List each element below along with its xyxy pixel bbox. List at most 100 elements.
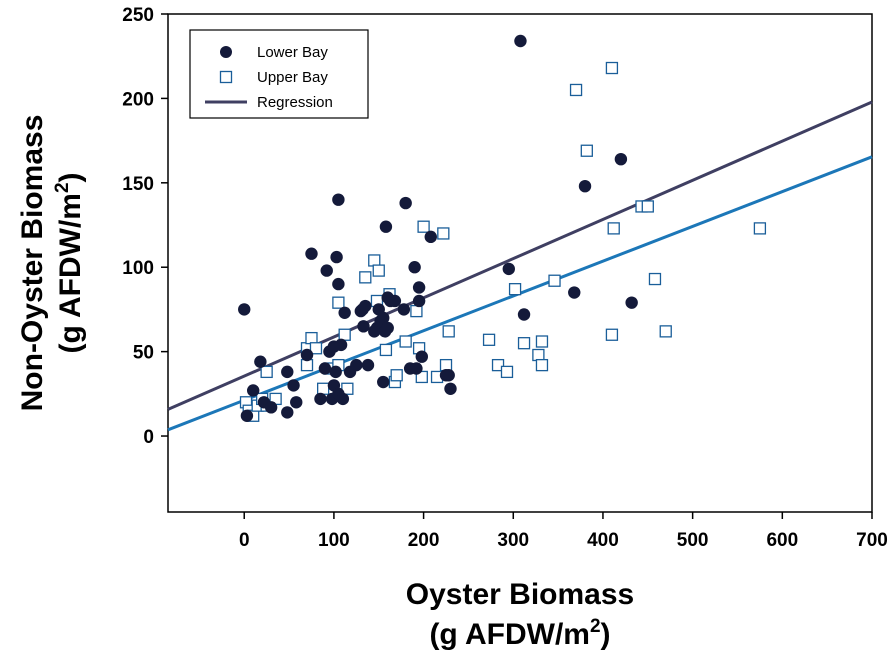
lower-bay-point	[290, 396, 303, 409]
x-axis-title-line1: Oyster Biomass	[406, 578, 634, 611]
upper-bay-point	[437, 227, 450, 240]
lower-bay-point	[377, 311, 390, 325]
lower-bay-point	[442, 369, 455, 382]
regression-lines	[167, 100, 873, 432]
lower-bay-point	[350, 358, 363, 372]
lower-bay-point	[238, 303, 251, 316]
lower-bay-point	[399, 196, 412, 210]
data-points	[238, 34, 767, 422]
upper-bay-point	[309, 342, 323, 355]
lower-bay-point	[318, 362, 332, 375]
upper-bay-point	[491, 358, 505, 372]
legend-upper-bay-marker	[219, 70, 233, 84]
lower-bay-point	[412, 281, 426, 294]
upper-bay-point	[508, 283, 522, 296]
upper-bay-point	[500, 365, 514, 379]
lower-bay-point	[381, 321, 394, 335]
upper-bay-point	[648, 272, 662, 286]
lower-bay-point	[410, 362, 423, 375]
upper-bay-point	[316, 382, 330, 395]
upper-bay-point	[379, 343, 393, 357]
y-tick-label: 0	[143, 427, 154, 448]
upper-bay-point	[548, 274, 561, 287]
lower-bay-point	[281, 365, 294, 379]
lower-bay-point	[281, 406, 294, 419]
lower-bay-point	[502, 262, 515, 276]
upper-bay-point	[417, 220, 430, 233]
axis-ticks: 0 100 200 300 400 500 600 700 0 50 100 150 200 250	[122, 5, 888, 551]
upper-bay-point	[359, 271, 372, 284]
lower-bay-point	[359, 299, 372, 313]
upper-bay-point	[300, 358, 314, 372]
lower-bay-point	[240, 409, 254, 422]
y-tick-label: 50	[133, 343, 154, 364]
lower-bay-point	[246, 384, 260, 397]
legend: Lower Bay Upper Bay Regression	[189, 29, 369, 119]
upper-bay-point	[659, 325, 672, 338]
upper-bay-point	[753, 222, 767, 235]
y-axis-title-line1: Non-Oyster Biomass	[16, 115, 49, 412]
y-axis-title: Non-Oyster Biomass (g AFDW/m2)	[16, 115, 87, 412]
upper-bay-point	[332, 296, 345, 309]
lower-bay-point	[444, 382, 457, 395]
upper-bay-point	[569, 83, 583, 97]
x-tick-label: 200	[408, 530, 440, 551]
lower-bay-point	[377, 375, 390, 389]
lower-bay-point	[254, 355, 267, 368]
x-axis-title-line2: (g AFDW/m2)	[429, 616, 610, 651]
upper-bay-point	[390, 369, 403, 382]
lower-bay-point	[314, 392, 327, 406]
upper-bay-point	[517, 337, 531, 350]
lower-bay-point	[397, 303, 411, 316]
lower-bay-point	[264, 401, 278, 414]
lower-bay-point	[361, 358, 375, 372]
upper-bay-point	[641, 200, 654, 213]
lower-bay-point	[514, 34, 527, 48]
x-tick-label: 700	[856, 530, 888, 551]
x-tick-label: 400	[587, 530, 619, 551]
y-axis-title-line2: (g AFDW/m2)	[52, 172, 87, 353]
upper-bay-point	[532, 348, 545, 362]
lower-bay-point	[338, 306, 351, 319]
y-tick-label: 250	[122, 5, 154, 26]
upper-bay-point	[399, 335, 412, 348]
lower-bay-point	[329, 365, 342, 379]
upper-bay-point	[442, 325, 455, 338]
lower-bay-point	[408, 261, 421, 274]
lower-bay-point	[614, 152, 628, 166]
lower-bay-point	[300, 348, 314, 362]
lower-bay-point	[336, 392, 350, 406]
lower-bay-point	[578, 179, 592, 193]
upper-bay-point	[305, 331, 318, 345]
x-tick-label: 300	[497, 530, 529, 551]
x-tick-label: 600	[766, 530, 798, 551]
lower-bay-point	[517, 308, 531, 321]
y-tick-label: 100	[122, 258, 154, 279]
lower-bay-point	[332, 193, 345, 206]
lower-bay-point	[625, 296, 638, 309]
regression-line-lower-bay	[167, 100, 873, 411]
upper-bay-point	[482, 333, 496, 346]
lower-bay-point	[320, 264, 333, 277]
upper-bay-point	[535, 335, 549, 348]
upper-bay-point	[535, 358, 549, 372]
upper-bay-point	[260, 365, 273, 379]
upper-bay-point	[410, 304, 423, 318]
x-tick-label: 100	[318, 530, 350, 551]
lower-bay-point	[357, 320, 370, 333]
legend-lower-bay-marker	[220, 46, 232, 58]
lower-bay-point	[412, 294, 426, 308]
lower-bay-point	[388, 294, 402, 308]
lower-bay-point	[334, 338, 348, 352]
x-tick-label: 500	[677, 530, 709, 551]
lower-bay-point	[568, 286, 581, 299]
upper-bay-point	[607, 222, 620, 235]
lower-bay-point	[415, 350, 428, 363]
x-tick-label: 0	[239, 530, 250, 551]
legend-regression-label: Regression	[257, 94, 333, 111]
upper-bay-point	[368, 254, 381, 267]
upper-bay-point	[580, 144, 593, 157]
y-tick-label: 200	[122, 89, 154, 110]
upper-bay-point	[605, 61, 619, 75]
